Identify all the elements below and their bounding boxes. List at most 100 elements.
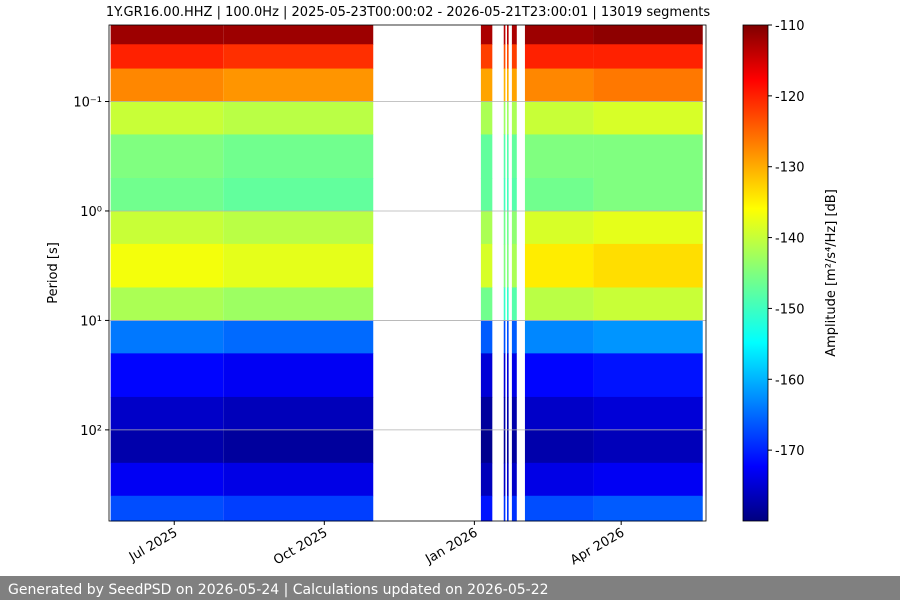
spectrogram-cell xyxy=(511,429,517,464)
colorbar-tick-label: -150 xyxy=(775,302,805,317)
colorbar-tick-label: -170 xyxy=(775,444,805,459)
spectrogram-cell xyxy=(480,495,493,522)
spectrogram-cell xyxy=(524,320,594,354)
spectrogram-cell xyxy=(511,25,517,45)
spectrogram-cell xyxy=(511,101,517,135)
spectrogram-cell xyxy=(503,178,506,212)
y-tick-label: 10⁻¹ xyxy=(73,96,102,111)
spectrogram-cell xyxy=(503,495,506,522)
spectrogram-cell xyxy=(110,320,224,354)
spectrogram-cell xyxy=(223,495,374,522)
spectrogram-cell xyxy=(524,462,594,497)
spectrogram-cell xyxy=(507,320,509,354)
spectrogram-cell xyxy=(480,134,493,179)
spectrogram-cell xyxy=(503,462,506,497)
spectrogram-cell xyxy=(110,396,224,431)
spectrogram-cell xyxy=(593,320,703,354)
colorbar-tick-label: -130 xyxy=(775,161,805,176)
spectrogram-cell xyxy=(593,44,703,70)
spectrogram-cell xyxy=(110,68,224,103)
spectrogram-cell xyxy=(511,353,517,398)
spectrogram-cell xyxy=(110,101,224,135)
spectrogram-cell xyxy=(511,243,517,288)
spectrogram-cell xyxy=(593,429,703,464)
spectrogram-cell xyxy=(507,134,509,179)
spectrogram-cell xyxy=(480,243,493,288)
chart-title: 1Y.GR16.00.HHZ | 100.0Hz | 2025-05-23T00… xyxy=(106,5,711,20)
spectrogram-cell xyxy=(480,25,493,45)
footer: Generated by SeedPSD on 2026-05-24 | Cal… xyxy=(8,582,549,598)
spectrogram-cell xyxy=(110,353,224,398)
spectrogram-cell xyxy=(507,44,509,70)
spectrogram-cell xyxy=(511,396,517,431)
spectrogram-cell xyxy=(511,68,517,103)
spectrogram-cell xyxy=(480,429,493,464)
spectrogram-cell xyxy=(524,210,594,245)
spectrogram-cell xyxy=(480,396,493,431)
spectrogram-cell xyxy=(223,320,374,354)
spectrogram-cell xyxy=(503,353,506,398)
x-tick-label: Jan 2026 xyxy=(422,525,480,567)
spectrogram-cell xyxy=(110,44,224,70)
spectrogram-cell xyxy=(503,68,506,103)
y-tick-label: 10¹ xyxy=(80,314,102,329)
spectrogram-cell xyxy=(511,287,517,321)
y-tick-label: 10⁰ xyxy=(80,205,102,220)
spectrogram-cell xyxy=(223,287,374,321)
spectrogram-cell xyxy=(507,68,509,103)
spectrogram-cell xyxy=(503,287,506,321)
spectrogram-cell xyxy=(524,25,594,45)
spectrogram-cell xyxy=(524,134,594,179)
spectrogram-cell xyxy=(511,210,517,245)
spectrogram-cell xyxy=(593,243,703,288)
colorbar-tick-label: -110 xyxy=(775,19,805,34)
colorbar-label: Amplitude [m²/s⁴/Hz] [dB] xyxy=(824,189,839,357)
spectrogram-cell xyxy=(503,101,506,135)
spectrogram-cell xyxy=(223,243,374,288)
x-tick-label: Apr 2026 xyxy=(568,525,627,568)
spectrogram-cell xyxy=(223,134,374,179)
spectrogram-cell xyxy=(110,243,224,288)
spectrogram-cell xyxy=(503,429,506,464)
x-tick-label: Oct 2025 xyxy=(271,525,330,568)
plot-frame xyxy=(108,24,707,522)
spectrogram-cell xyxy=(223,68,374,103)
y-axis-label: Period [s] xyxy=(46,242,61,304)
spectrogram-cell xyxy=(511,495,517,522)
spectrogram-cell xyxy=(593,353,703,398)
spectrogram-cell xyxy=(480,287,493,321)
spectrogram-cell xyxy=(524,287,594,321)
spectrogram-cell xyxy=(507,243,509,288)
spectrogram-cell xyxy=(593,462,703,497)
spectrogram-cell xyxy=(480,101,493,135)
spectrogram-cell xyxy=(524,44,594,70)
spectrogram-cell xyxy=(503,25,506,45)
spectrogram-cell xyxy=(593,396,703,431)
spectrogram-cell xyxy=(593,287,703,321)
spectrogram-cell xyxy=(110,462,224,497)
colorbar-tick-label: -120 xyxy=(775,90,805,105)
spectrogram-cell xyxy=(503,320,506,354)
spectrogram-cell xyxy=(511,320,517,354)
spectrogram-cell xyxy=(110,25,224,45)
spectrogram-cell xyxy=(507,353,509,398)
spectrogram-cell xyxy=(110,287,224,321)
colorbar xyxy=(742,24,769,522)
spectrogram-cell xyxy=(223,429,374,464)
spectrogram-cell xyxy=(507,101,509,135)
spectrogram-cell xyxy=(511,178,517,212)
spectrogram-cell xyxy=(110,178,224,212)
spectrogram-cell xyxy=(480,353,493,398)
spectrogram-cell xyxy=(507,462,509,497)
spectrogram-cell xyxy=(110,429,224,464)
spectrogram-cell xyxy=(511,462,517,497)
spectrogram-cell xyxy=(503,396,506,431)
spectrogram-cell xyxy=(524,101,594,135)
spectrogram-cell xyxy=(507,429,509,464)
spectrogram-cell xyxy=(524,243,594,288)
spectrogram-cell xyxy=(480,462,493,497)
spectrogram-cell xyxy=(593,101,703,135)
spectrogram-cell xyxy=(223,210,374,245)
spectrogram-cell xyxy=(110,495,224,522)
